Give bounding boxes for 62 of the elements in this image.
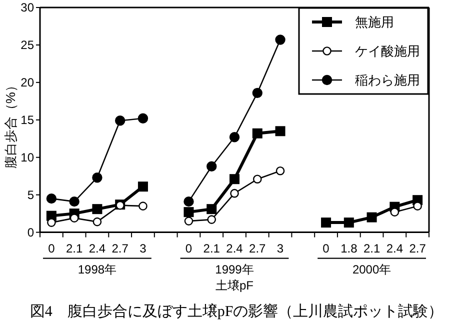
y-tick-label: 10 bbox=[20, 150, 34, 165]
y-tick-label: 5 bbox=[27, 188, 34, 202]
y-tick-label: 20 bbox=[20, 76, 34, 90]
x-tick-label: 0 bbox=[48, 241, 56, 256]
x-tick-label: 2.1 bbox=[363, 241, 380, 256]
point bbox=[138, 182, 148, 192]
point bbox=[230, 174, 240, 184]
y-tick-label: 25 bbox=[20, 38, 34, 52]
x-tick-label: 2.7 bbox=[112, 241, 129, 256]
y-tick-label: 30 bbox=[20, 0, 34, 15]
x-tick-label: 0 bbox=[322, 241, 330, 256]
legend-label: ケイ酸施用 bbox=[355, 44, 420, 59]
x-tick-label: 1.8 bbox=[340, 241, 358, 256]
point bbox=[252, 174, 262, 184]
y-axis-title: 腹白歩合（%） bbox=[3, 79, 18, 169]
x-tick-label: 2.1 bbox=[66, 241, 83, 256]
point bbox=[184, 196, 194, 207]
point bbox=[413, 202, 422, 210]
x-axis-title: 土壌pF bbox=[215, 278, 254, 292]
text: 図4 腹白歩合に及ぼす土壌pFの影響（上川農試ポット試験） bbox=[30, 303, 444, 320]
point bbox=[207, 215, 216, 224]
point bbox=[70, 214, 79, 222]
text: 1999年 bbox=[215, 262, 254, 276]
point bbox=[138, 113, 148, 124]
x-tick-label: 2.1 bbox=[203, 241, 220, 256]
legend-label: 稲わら施用 bbox=[355, 72, 420, 88]
point bbox=[275, 126, 286, 136]
point bbox=[92, 217, 102, 226]
point bbox=[47, 218, 56, 227]
x-tick-label: 0 bbox=[185, 241, 192, 256]
point bbox=[114, 116, 126, 126]
point bbox=[321, 218, 332, 228]
point bbox=[229, 132, 240, 142]
point bbox=[252, 88, 262, 98]
point bbox=[46, 193, 57, 204]
point bbox=[206, 204, 217, 214]
x-tick-label: 2.4 bbox=[88, 241, 106, 256]
point bbox=[276, 166, 285, 176]
point bbox=[275, 34, 286, 45]
y-tick-label: 0 bbox=[27, 226, 34, 240]
point bbox=[206, 161, 217, 172]
x-tick-label: 3 bbox=[140, 241, 147, 256]
point bbox=[390, 208, 400, 216]
x-tick-label: 2.4 bbox=[226, 241, 244, 256]
text: 2000年 bbox=[352, 262, 392, 276]
point bbox=[184, 207, 194, 218]
point bbox=[69, 196, 80, 207]
x-tick-label: 2.7 bbox=[409, 241, 426, 256]
point bbox=[230, 188, 239, 198]
point bbox=[138, 202, 148, 210]
point bbox=[92, 172, 102, 183]
point bbox=[184, 216, 194, 226]
point bbox=[344, 218, 354, 228]
x-tick-label: 2.4 bbox=[386, 241, 404, 256]
point bbox=[92, 204, 102, 214]
y-tick-label: 15 bbox=[20, 113, 34, 128]
x-tick-label: 2.7 bbox=[249, 241, 266, 256]
text: 1998年 bbox=[78, 262, 117, 276]
legend-label: 無施用 bbox=[355, 14, 394, 30]
point bbox=[366, 212, 377, 222]
x-tick-label: 3 bbox=[276, 241, 284, 256]
point bbox=[252, 128, 262, 138]
